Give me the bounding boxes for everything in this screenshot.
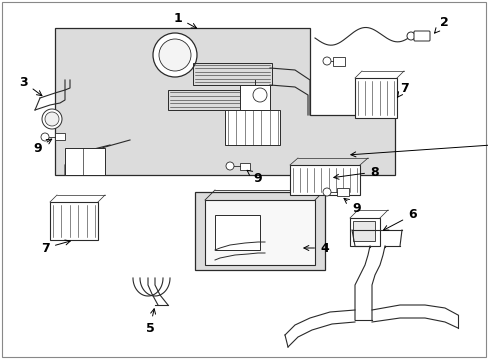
Bar	[352, 221, 374, 241]
Bar	[168, 90, 261, 110]
Text: 1: 1	[173, 12, 196, 28]
Circle shape	[42, 109, 62, 129]
Text: 8: 8	[333, 166, 378, 179]
Text: 2: 2	[434, 15, 448, 33]
Text: 9: 9	[350, 134, 488, 157]
Circle shape	[45, 112, 59, 126]
Text: 6: 6	[383, 208, 416, 230]
Bar	[224, 110, 280, 145]
Circle shape	[252, 88, 266, 102]
Bar	[349, 218, 379, 246]
Bar	[215, 215, 260, 250]
Text: 7: 7	[397, 81, 408, 98]
Bar	[65, 148, 105, 175]
Circle shape	[225, 162, 234, 170]
Circle shape	[159, 39, 191, 71]
Text: 7: 7	[41, 240, 70, 255]
Text: 9: 9	[246, 170, 261, 184]
Bar	[336, 188, 348, 196]
Bar	[193, 63, 271, 85]
Bar	[240, 163, 249, 170]
Circle shape	[41, 133, 49, 141]
Polygon shape	[55, 28, 394, 175]
Text: 4: 4	[303, 242, 328, 255]
Bar	[55, 133, 65, 140]
Bar	[354, 78, 396, 118]
Text: 5: 5	[145, 309, 155, 334]
Text: 9: 9	[344, 198, 360, 215]
Circle shape	[153, 33, 197, 77]
FancyBboxPatch shape	[413, 31, 429, 41]
Text: 3: 3	[20, 76, 42, 96]
Circle shape	[406, 32, 414, 40]
Circle shape	[323, 57, 330, 65]
Bar	[204, 200, 314, 265]
Bar	[289, 165, 359, 195]
Bar	[332, 57, 345, 66]
Text: 9: 9	[33, 139, 52, 154]
Bar	[240, 85, 269, 110]
Bar	[195, 192, 325, 270]
Circle shape	[323, 188, 330, 196]
Bar	[50, 202, 98, 240]
